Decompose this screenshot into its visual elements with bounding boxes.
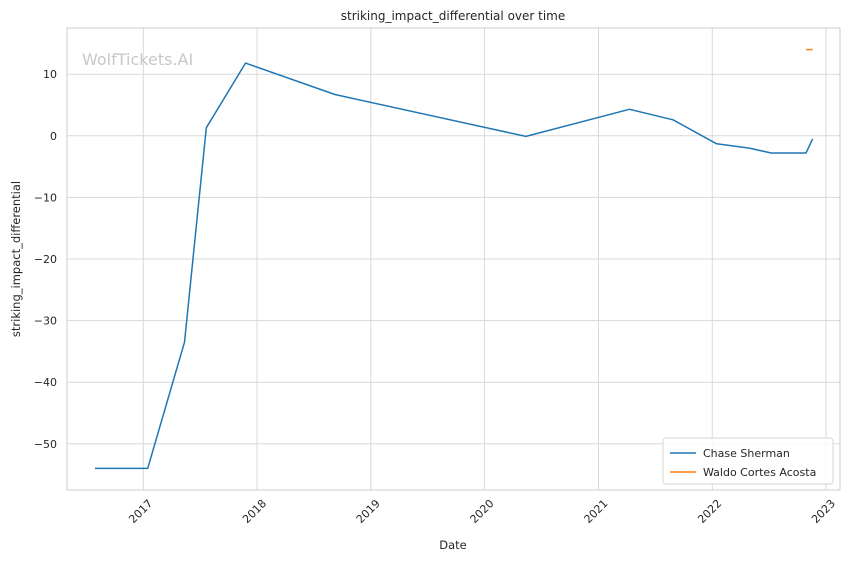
- legend-box: [662, 437, 834, 485]
- y-tick-label: −30: [34, 315, 57, 328]
- y-tick-label: −20: [34, 253, 57, 266]
- legend-label-chase-sherman: Chase Sherman: [703, 447, 790, 460]
- x-tick-label: 2020: [468, 497, 497, 526]
- chart-title: striking_impact_differential over time: [341, 9, 566, 23]
- plot-area: [66, 27, 841, 491]
- y-tick-label: −10: [34, 191, 57, 204]
- y-tick-label: −40: [34, 376, 57, 389]
- y-tick-label: −50: [34, 438, 57, 451]
- y-tick-labels: 10 0 −10 −20 −30 −40 −50: [34, 68, 57, 451]
- x-tick-labels: 2017 2018 2019 2020 2021 2022 2023: [126, 497, 838, 526]
- legend-label-waldo-cortes-acosta: Waldo Cortes Acosta: [703, 466, 816, 479]
- y-tick-label: 0: [50, 130, 57, 143]
- y-axis-title: striking_impact_differential: [9, 181, 23, 337]
- x-tick-label: 2018: [240, 497, 269, 526]
- series-line-chase-sherman: [95, 62, 814, 470]
- x-tick-label: 2019: [354, 497, 383, 526]
- x-tick-label: 2021: [582, 497, 611, 526]
- x-tick-label: 2017: [126, 497, 155, 526]
- series-layer: [95, 48, 814, 470]
- x-axis-title: Date: [439, 538, 467, 552]
- watermark: WolfTickets.AI: [82, 50, 193, 69]
- x-tick-label: 2022: [695, 497, 724, 526]
- legend: Chase Sherman Waldo Cortes Acosta: [662, 437, 834, 485]
- grid: [67, 28, 840, 490]
- x-tick-label: 2023: [809, 497, 838, 526]
- y-tick-label: 10: [43, 68, 57, 81]
